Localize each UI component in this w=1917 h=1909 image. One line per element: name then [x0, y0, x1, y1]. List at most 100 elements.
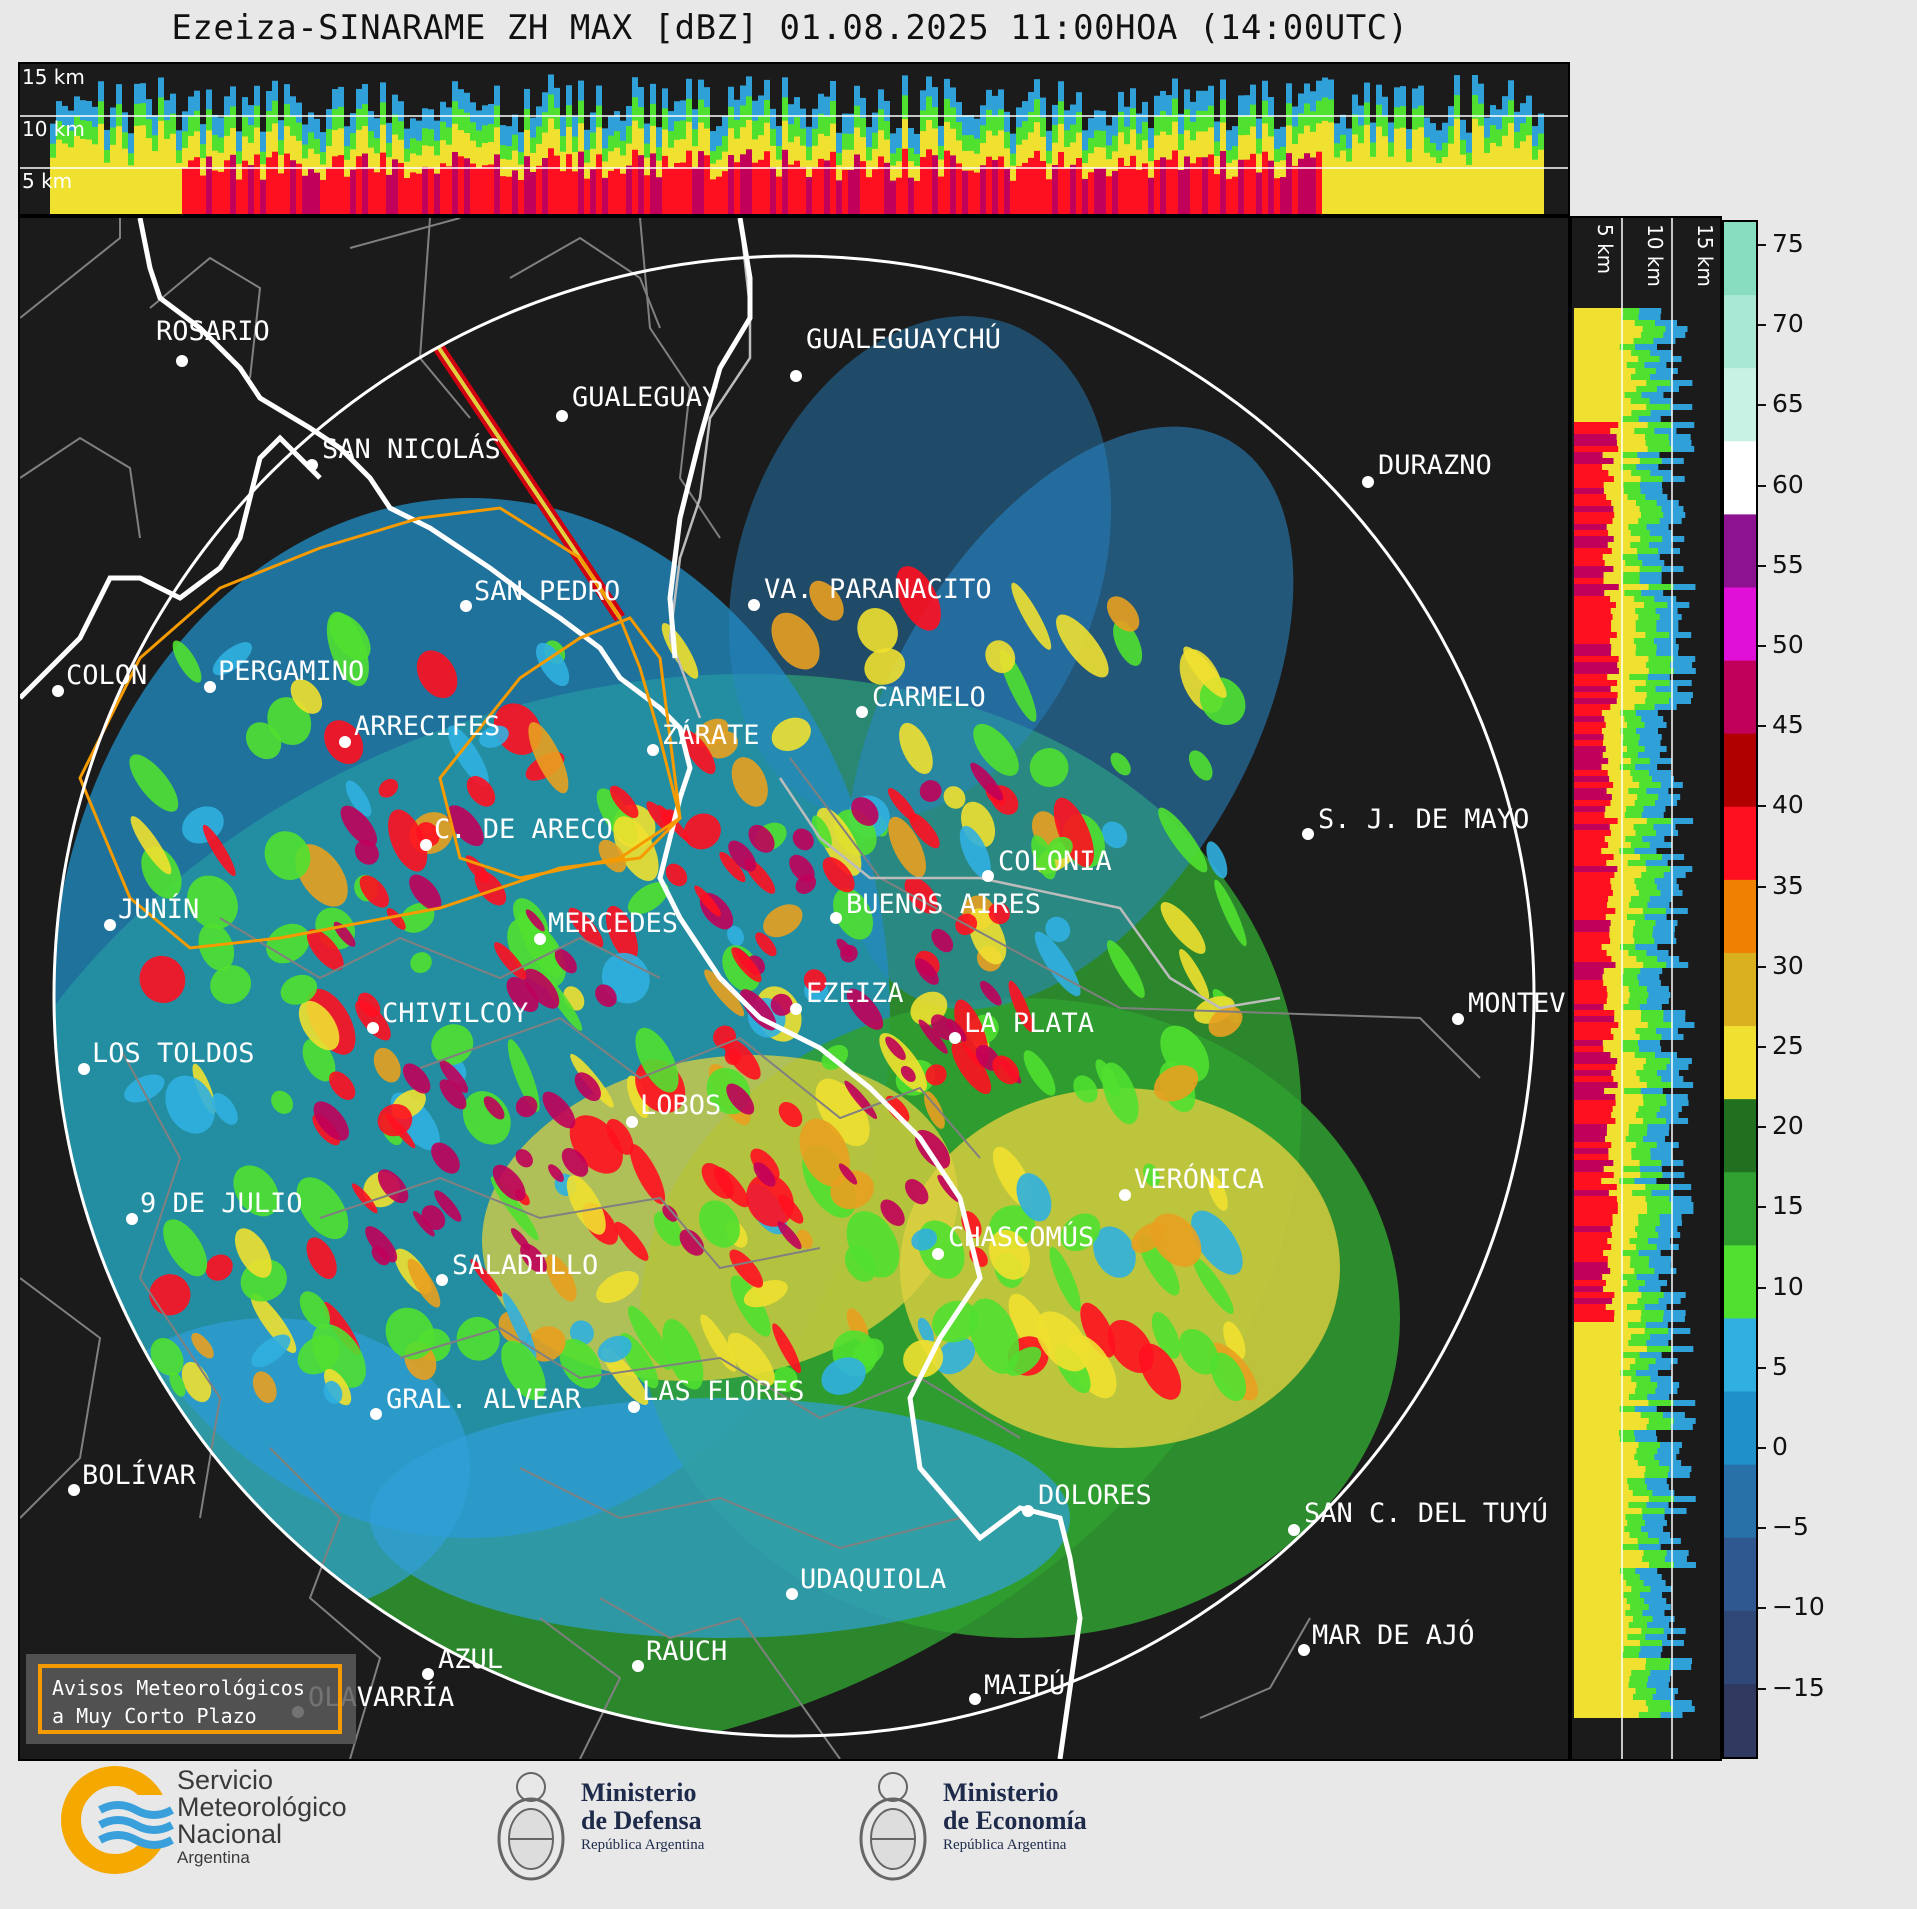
city-marker[interactable]: AZUL [422, 1644, 503, 1680]
city-marker[interactable]: LA PLATA [949, 1008, 1094, 1044]
city-marker[interactable]: MAR DE AJÓ [1298, 1619, 1475, 1656]
alert-legend[interactable]: Avisos Meteorológicos a Muy Corto Plazo [26, 1654, 356, 1744]
city-marker[interactable]: EZEIZA [790, 978, 904, 1015]
profile-echo [1298, 158, 1304, 214]
city-marker[interactable]: PERGAMINO [204, 656, 364, 693]
warning-polygons[interactable] [78, 506, 682, 950]
city-marker[interactable]: GRAL. ALVEAR [370, 1384, 582, 1420]
city-marker[interactable]: BUENOS AIRES [830, 889, 1041, 924]
colorbar-segment [1724, 1464, 1756, 1539]
radar-echo [729, 1249, 764, 1288]
radar-echo [985, 640, 1016, 674]
city-marker[interactable]: SAN NICOLÁS [306, 433, 501, 471]
radar-echo [141, 846, 182, 899]
city-marker[interactable]: SAN PEDRO [460, 576, 620, 612]
profile-echo [1574, 548, 1612, 554]
profile-echo [1400, 127, 1406, 214]
radar-echo [212, 1093, 238, 1125]
profile-echo [710, 179, 716, 214]
radar-map-panel[interactable]: ROSARIO GUALEGUAYCHÚ GUALEGUAY SAN NICOLÁS D… [18, 216, 1570, 1761]
city-marker[interactable]: 9 DE JULIO [126, 1188, 303, 1225]
city-marker[interactable]: ZÁRATE [647, 719, 760, 756]
profile-echo [1454, 118, 1460, 214]
radar-echo [568, 907, 604, 948]
colorbar-tick [1758, 1527, 1766, 1530]
profile-echo [806, 177, 812, 214]
profile-echo [1574, 1166, 1604, 1172]
city-dot [126, 1213, 138, 1225]
city-marker[interactable]: DOLORES [1022, 1480, 1152, 1517]
city-marker[interactable]: VA. PARANACITO [748, 574, 992, 611]
radar-echo [596, 1270, 639, 1304]
city-marker[interactable]: SALADILLO [436, 1250, 598, 1286]
radar-echo [548, 1164, 564, 1182]
colorbar-tick-label: 5 [1772, 1351, 1788, 1381]
profile-echo [1574, 1022, 1619, 1028]
radar-echo [1206, 841, 1228, 879]
profile-echo [1574, 698, 1617, 704]
colorbar-segment [1724, 1318, 1756, 1393]
profile-echo [1574, 1574, 1624, 1580]
radar-echo [943, 786, 966, 809]
city-marker[interactable]: DURAZNO [1362, 450, 1492, 488]
city-marker[interactable]: LOBOS [626, 1090, 721, 1128]
city-marker[interactable]: C. DE ARECO [420, 814, 613, 851]
profile-echo [1574, 1490, 1633, 1496]
radar-echo [924, 1091, 945, 1129]
city-marker[interactable]: MAIPÚ [969, 1669, 1065, 1705]
profile-echo [1436, 163, 1442, 214]
profile-echo [1574, 1640, 1640, 1646]
radar-echo [1151, 1311, 1181, 1359]
city-marker[interactable]: MERCEDES [534, 908, 678, 945]
profile-echo [1574, 1382, 1637, 1388]
city-dot [786, 1588, 798, 1600]
radar-echo [410, 952, 432, 974]
city-marker[interactable]: CHIVILCOY [367, 998, 528, 1034]
city-marker[interactable]: ROSARIO [156, 316, 270, 367]
radar-echo [370, 1398, 1070, 1638]
radar-echo [778, 1101, 803, 1128]
city-marker[interactable]: COLONIA [982, 846, 1112, 882]
radar-echo [378, 778, 399, 798]
city-dot [204, 681, 216, 693]
city-marker[interactable]: VERÓNICA [1119, 1163, 1264, 1201]
city-marker[interactable]: COLON [52, 660, 147, 697]
radar-echo [520, 1243, 547, 1274]
city-marker[interactable]: S. J. DE MAYO [1302, 804, 1529, 840]
profile-echo [1574, 464, 1603, 470]
profile-echo [1574, 1568, 1620, 1574]
profile-echo [1574, 1580, 1627, 1586]
radar-echo [822, 857, 855, 893]
profile-echo [1574, 1556, 1643, 1562]
city-marker[interactable]: GUALEGUAY [556, 382, 718, 422]
city-marker[interactable]: JUNÍN [104, 893, 199, 931]
profile-echo [1574, 308, 1623, 314]
radar-echo [753, 1162, 776, 1187]
radar-echo [1093, 1226, 1136, 1278]
city-marker[interactable]: UDAQUIOLA [786, 1564, 946, 1600]
city-marker[interactable]: RAUCH [632, 1636, 727, 1672]
profile-echo [518, 179, 524, 214]
city-marker[interactable]: CARMELO [856, 682, 986, 718]
profile-echo [1574, 1352, 1624, 1358]
radar-echo [566, 1175, 606, 1235]
profile-echo [482, 165, 488, 214]
side-profile-panel: 5 km 10 km 15 km [1570, 216, 1722, 1761]
profile-echo [1574, 1376, 1632, 1382]
city-marker[interactable]: LAS FLORES [628, 1376, 805, 1413]
city-marker[interactable]: GUALEGUAYCHÚ [790, 323, 1001, 382]
profile-echo [380, 152, 386, 214]
city-marker[interactable]: BOLÍVAR [68, 1459, 197, 1496]
profile-echo [1574, 1082, 1618, 1088]
city-marker[interactable]: MONTEV [1452, 988, 1566, 1025]
city-marker[interactable]: LOS TOLDOS [78, 1038, 255, 1075]
profile-echo [1574, 506, 1614, 512]
radar-echo [1008, 980, 1033, 1032]
city-marker[interactable]: ARRECIFES [339, 711, 500, 748]
radar-echo [899, 722, 933, 775]
profile-echo [1406, 162, 1412, 214]
city-marker[interactable]: CHASCOMÚS [932, 1221, 1094, 1260]
defensa-line3: República Argentina [581, 1837, 705, 1853]
city-marker[interactable]: SAN C. DEL TUYÚ [1288, 1497, 1548, 1536]
profile-echo [554, 155, 560, 214]
